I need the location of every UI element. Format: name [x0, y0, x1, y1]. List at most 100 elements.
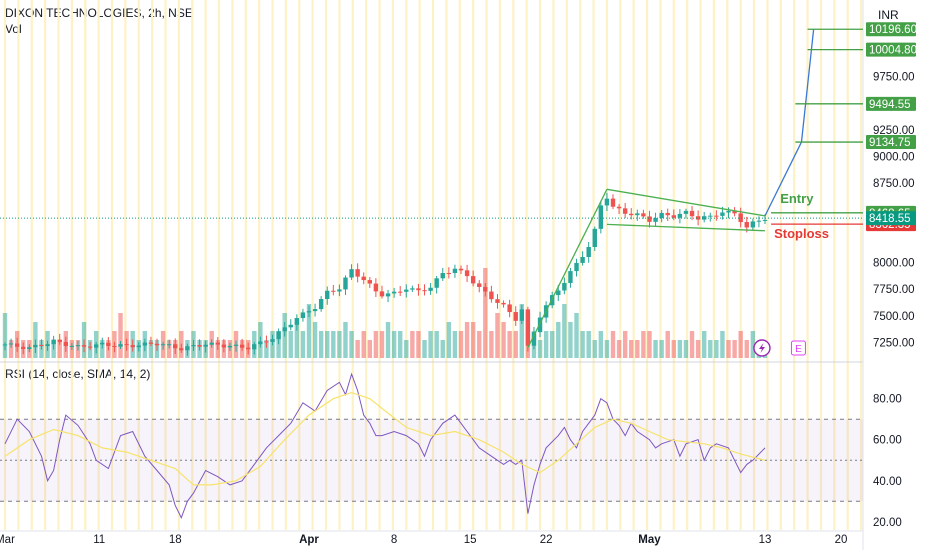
volume-bar	[355, 340, 360, 358]
candle-body	[21, 346, 26, 349]
candle-body	[355, 269, 360, 277]
volume-bar	[519, 304, 524, 358]
level-tag-target	[866, 22, 916, 37]
volume-bar	[464, 322, 470, 358]
candle-body	[252, 344, 257, 350]
volume-bar	[343, 322, 348, 358]
candle-body	[112, 345, 117, 347]
volume-bar	[513, 331, 518, 358]
candle-body	[568, 271, 573, 283]
price-candles	[2, 192, 768, 356]
candle-body	[379, 291, 385, 297]
volume-bar	[744, 340, 749, 358]
candle-body	[142, 342, 148, 346]
volume-bar	[312, 322, 318, 358]
candle-body	[464, 270, 470, 277]
candle-body	[610, 198, 616, 207]
candle-body	[94, 344, 99, 348]
candle-body	[185, 346, 190, 351]
candle-body	[452, 268, 458, 274]
candle-body	[562, 282, 567, 291]
volume-bar	[477, 331, 482, 358]
volume-bar	[550, 331, 555, 358]
candle-body	[221, 344, 227, 348]
candle-body	[215, 342, 220, 345]
event-icons: E	[753, 339, 806, 357]
candle-body	[604, 198, 610, 206]
candle-body	[440, 273, 445, 279]
candle-body	[191, 345, 196, 347]
volume-bar	[708, 340, 713, 358]
price-axis-tick: 7500.00	[873, 311, 915, 323]
candle-body	[470, 276, 476, 284]
volume-bar	[507, 331, 512, 358]
candle-body	[124, 344, 129, 346]
pattern-line-projection	[800, 29, 815, 143]
candle-body	[173, 344, 178, 349]
candle-body	[580, 257, 585, 263]
volume-bar	[391, 331, 397, 358]
rsi-axis-tick: 20.00	[873, 517, 902, 529]
currency-label[interactable]: INR	[878, 8, 899, 22]
candle-body	[659, 212, 664, 219]
lightning-glyph	[758, 343, 765, 353]
time-axis-tick: 11	[93, 534, 105, 546]
last-price-label: 8418.55	[869, 213, 911, 225]
candle-body	[87, 346, 93, 348]
volume-bar	[349, 331, 354, 358]
earnings-icon	[790, 340, 806, 356]
candle-body	[75, 345, 81, 347]
candle-body	[616, 206, 622, 209]
volume-bar	[543, 331, 549, 358]
volume-bar	[702, 331, 707, 358]
candle-body	[8, 343, 14, 345]
candle-body	[118, 344, 123, 347]
candle-body	[732, 210, 737, 214]
candle-body	[325, 290, 330, 300]
candle-body	[501, 302, 506, 305]
price-axis-tick: 9750.00	[873, 72, 915, 84]
volume-bar	[410, 331, 415, 358]
candle-body	[683, 210, 689, 214]
candle-body	[416, 288, 421, 291]
candle-body	[69, 345, 75, 347]
volume-bar	[483, 268, 488, 358]
candle-body	[653, 218, 658, 222]
candle-body	[477, 283, 482, 287]
candle-body	[671, 215, 676, 218]
volume-bar	[562, 304, 567, 358]
price-axis-tick: 8750.00	[873, 178, 915, 190]
volume-bar	[537, 340, 543, 358]
time-axis-tick: Mar	[0, 534, 15, 546]
candle-body	[537, 317, 543, 333]
candle-body	[106, 342, 111, 346]
candle-body	[166, 344, 172, 346]
volume-bar	[2, 313, 8, 358]
candle-body	[556, 290, 561, 296]
candle-body	[708, 215, 713, 217]
candle-body	[598, 205, 604, 229]
candle-body	[592, 228, 597, 247]
volume-bar	[264, 340, 269, 358]
volume-bar	[100, 340, 105, 358]
volume-bar	[689, 331, 695, 358]
volume-bar	[428, 331, 433, 358]
time-axis-tick: Apr	[299, 534, 319, 546]
volume-bar	[714, 340, 719, 358]
axes: 9750.00 9250.00 9000.00 8750.00 8000.00 7750.…	[0, 72, 915, 546]
candle-body	[750, 221, 756, 228]
candle-body	[762, 219, 768, 221]
volume-bar	[294, 322, 300, 358]
candle-body	[410, 288, 415, 290]
volume-bar	[434, 331, 439, 358]
volume-bar	[331, 331, 336, 358]
pattern-line-pole	[527, 189, 608, 348]
candle-body	[337, 289, 342, 292]
candle-body	[398, 291, 403, 293]
candle-body	[264, 341, 269, 343]
candle-body	[136, 345, 141, 348]
time-axis-tick: 8	[391, 534, 397, 546]
volume-bar	[166, 340, 172, 358]
candle-body	[197, 345, 202, 347]
